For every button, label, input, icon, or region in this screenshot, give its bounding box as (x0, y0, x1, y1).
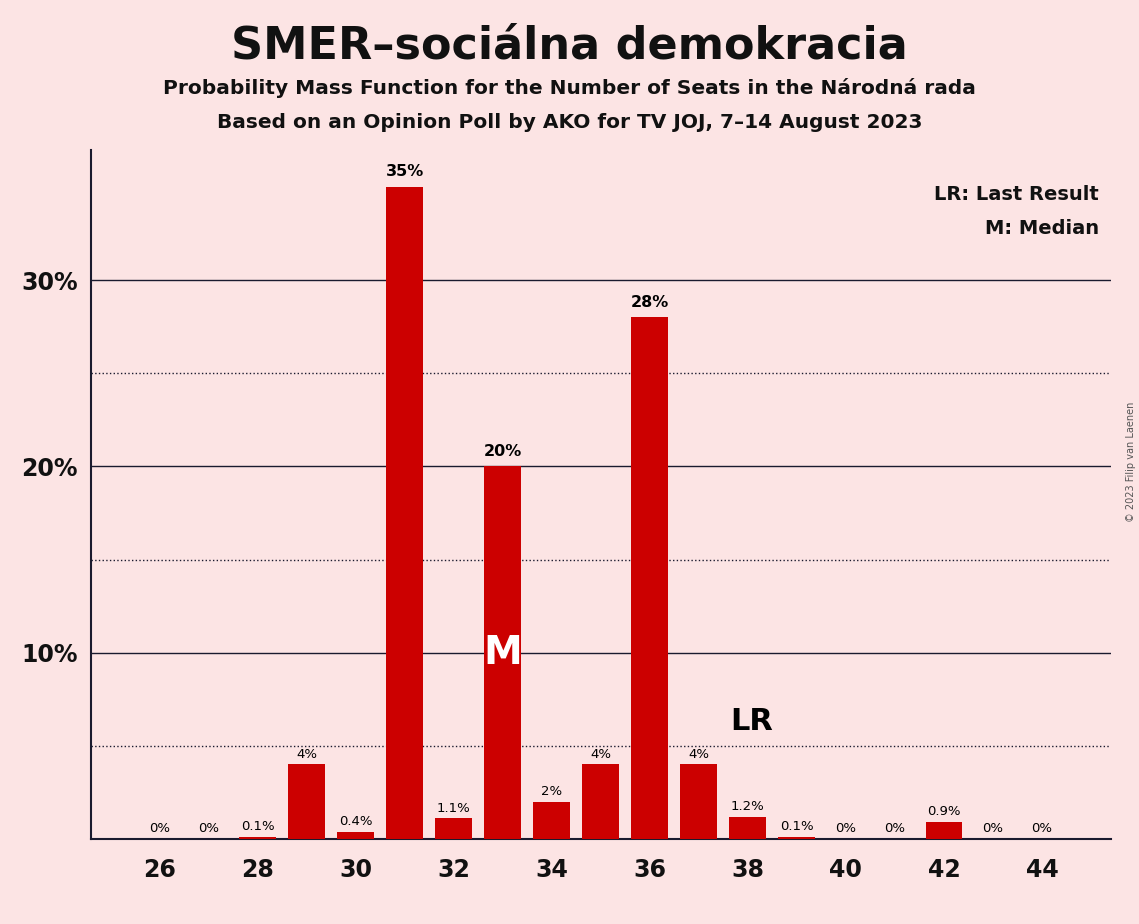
Bar (239, 837, 276, 839)
Text: M: M (483, 634, 522, 672)
Text: 4%: 4% (590, 748, 612, 760)
Text: Based on an Opinion Poll by AKO for TV JOJ, 7–14 August 2023: Based on an Opinion Poll by AKO for TV J… (216, 113, 923, 132)
Text: 0.4%: 0.4% (339, 815, 372, 828)
Text: 35%: 35% (386, 164, 424, 179)
Bar (288, 764, 325, 839)
Text: 28%: 28% (631, 295, 669, 310)
Bar (778, 837, 816, 839)
Text: LR: LR (731, 707, 773, 736)
Bar (533, 802, 571, 839)
Bar (926, 822, 962, 839)
Text: 0.1%: 0.1% (241, 821, 274, 833)
Text: 0%: 0% (884, 822, 906, 835)
Text: LR: Last Result: LR: Last Result (934, 185, 1099, 204)
Text: M: Median: M: Median (985, 219, 1099, 238)
Bar (435, 819, 473, 839)
Text: 20%: 20% (484, 444, 522, 459)
Bar (680, 764, 718, 839)
Text: © 2023 Filip van Laenen: © 2023 Filip van Laenen (1126, 402, 1136, 522)
Bar (386, 187, 424, 839)
Text: 0%: 0% (149, 822, 170, 835)
Text: 0.1%: 0.1% (780, 821, 813, 833)
Text: 2%: 2% (541, 785, 563, 798)
Text: 4%: 4% (296, 748, 318, 760)
Text: 0%: 0% (835, 822, 857, 835)
Text: 0%: 0% (198, 822, 219, 835)
Text: 0.9%: 0.9% (927, 806, 960, 819)
Text: 1.1%: 1.1% (437, 802, 470, 815)
Bar (582, 764, 620, 839)
Bar (729, 817, 767, 839)
Text: Probability Mass Function for the Number of Seats in the Národná rada: Probability Mass Function for the Number… (163, 78, 976, 98)
Bar (337, 832, 374, 839)
Text: 0%: 0% (983, 822, 1003, 835)
Text: 0%: 0% (1032, 822, 1052, 835)
Bar (631, 317, 669, 839)
Text: SMER–sociálna demokracia: SMER–sociálna demokracia (231, 24, 908, 67)
Bar (484, 467, 522, 839)
Text: 4%: 4% (688, 748, 710, 760)
Text: 1.2%: 1.2% (731, 800, 764, 813)
